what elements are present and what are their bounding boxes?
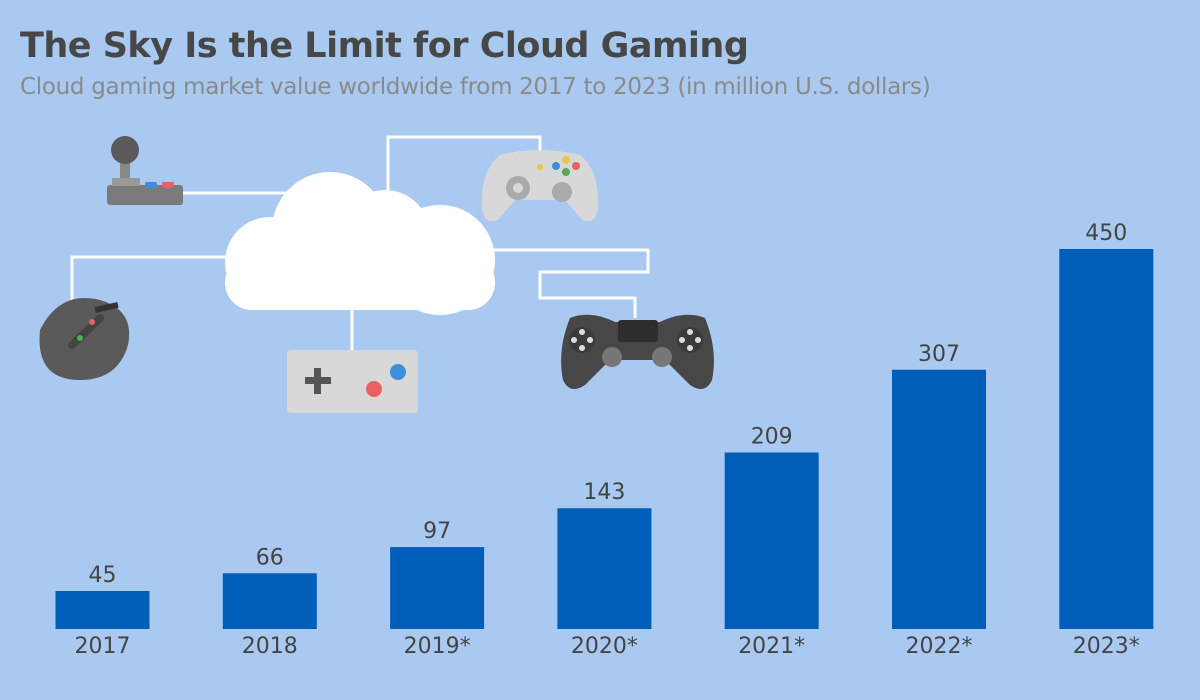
x-tick-label: 2020* [571, 634, 638, 659]
data-label: 143 [583, 480, 625, 505]
joystick-icon [107, 136, 183, 205]
x-tick-label: 2022* [906, 634, 973, 659]
chart-subtitle: Cloud gaming market value worldwide from… [20, 74, 931, 100]
data-label: 45 [89, 563, 117, 588]
x-tick-label: 2021* [738, 634, 805, 659]
mouse-icon [39, 298, 130, 380]
bar-2022 [892, 369, 986, 629]
data-label: 209 [751, 425, 793, 450]
x-tick-label: 2023* [1073, 634, 1140, 659]
bar-2020 [557, 508, 652, 629]
x-tick-label: 2019* [404, 634, 471, 659]
gamepad-icon [287, 350, 418, 413]
playstation-controller-icon [561, 314, 714, 389]
xbox-controller-icon [481, 150, 599, 222]
bar-2021 [724, 452, 819, 629]
cloud-icon [225, 172, 495, 315]
bar-2023 [1059, 249, 1154, 629]
x-tick-label: 2018 [242, 634, 298, 659]
data-label: 66 [256, 545, 284, 570]
bar-2017 [55, 591, 150, 629]
bar-2019 [390, 547, 485, 629]
data-label: 97 [423, 519, 451, 544]
bar-2018 [222, 573, 317, 629]
data-label: 307 [918, 342, 960, 367]
chart-title: The Sky Is the Limit for Cloud Gaming [20, 26, 749, 66]
data-label: 450 [1085, 221, 1127, 246]
x-tick-label: 2017 [75, 634, 131, 659]
